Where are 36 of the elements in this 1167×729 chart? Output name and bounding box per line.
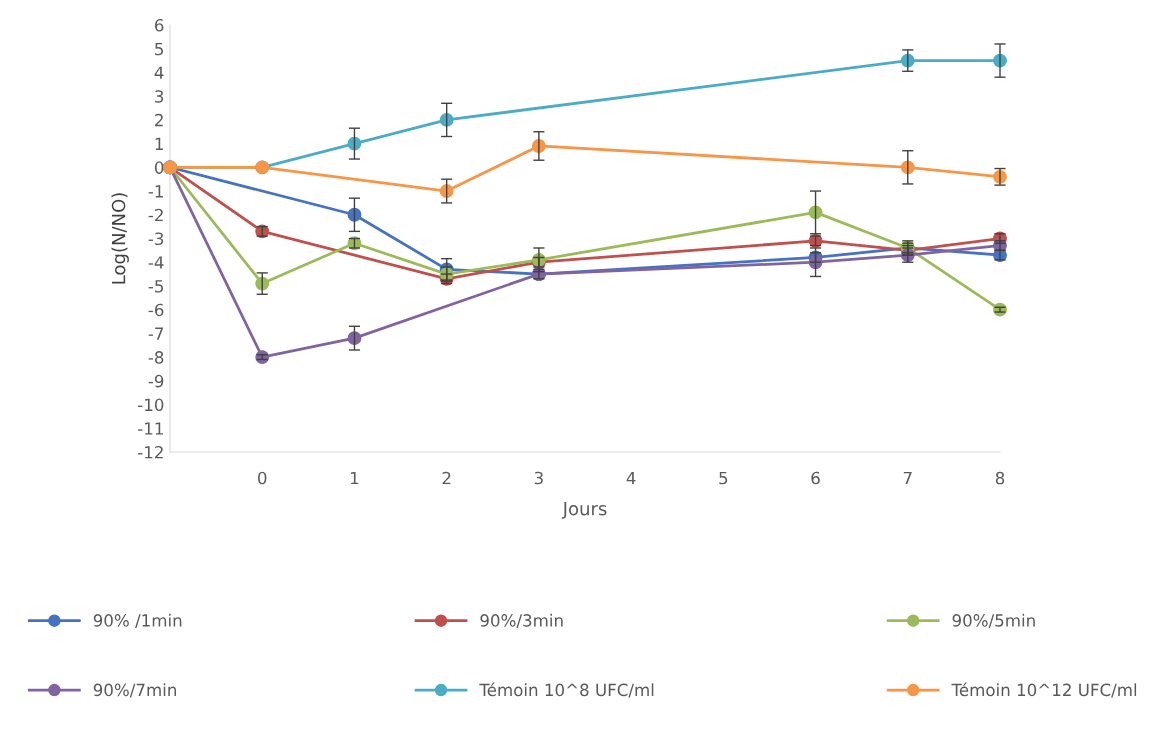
y-tick-label: 5 [155,42,163,56]
legend-label: Témoin 10^8 UFC/ml [479,682,654,698]
y-tick-label: -3 [148,232,164,246]
x-axis-title: Jours [561,502,607,519]
legend-label: 90% /1min [93,613,182,629]
y-tick-label: 2 [155,113,163,127]
legend-label: 90%/5min [952,613,1035,629]
y-tick-label: -8 [148,351,164,364]
y-tick-label: -5 [148,280,163,293]
x-tick-label: 0 [258,471,267,485]
y-tick-label: -11 [138,422,163,435]
y-tick-label: -10 [138,398,164,412]
y-tick-label: -9 [148,374,164,388]
y-tick-label: 0 [154,161,164,174]
legend-label: Témoin 10^12 UFC/ml [951,682,1137,698]
y-tick-label: -7 [148,327,164,340]
x-tick-label: 4 [626,471,636,485]
x-tick-label: 5 [719,471,728,485]
y-tick-label: 6 [155,18,164,32]
x-tick-label: 3 [534,471,543,485]
y-tick-label: -2 [148,208,163,222]
y-tick-label: 1 [155,137,163,150]
x-tick-label: 2 [442,471,451,485]
y-tick-label: 4 [154,66,164,79]
x-tick-label: 1 [350,471,359,485]
y-tick-label: -1 [148,185,163,198]
y-axis-title: Log(N/NO) [111,193,129,284]
y-tick-label: -6 [148,303,164,317]
y-tick-label: -12 [138,445,163,459]
x-tick-label: 6 [811,471,820,485]
legend-label: 90%/3min [480,613,563,629]
legend-label: 90%/7min [93,683,176,698]
y-tick-label: -4 [148,256,164,269]
y-tick-label: 3 [155,90,164,103]
x-tick-label: 8 [995,471,1005,485]
x-tick-label: 7 [903,471,912,485]
